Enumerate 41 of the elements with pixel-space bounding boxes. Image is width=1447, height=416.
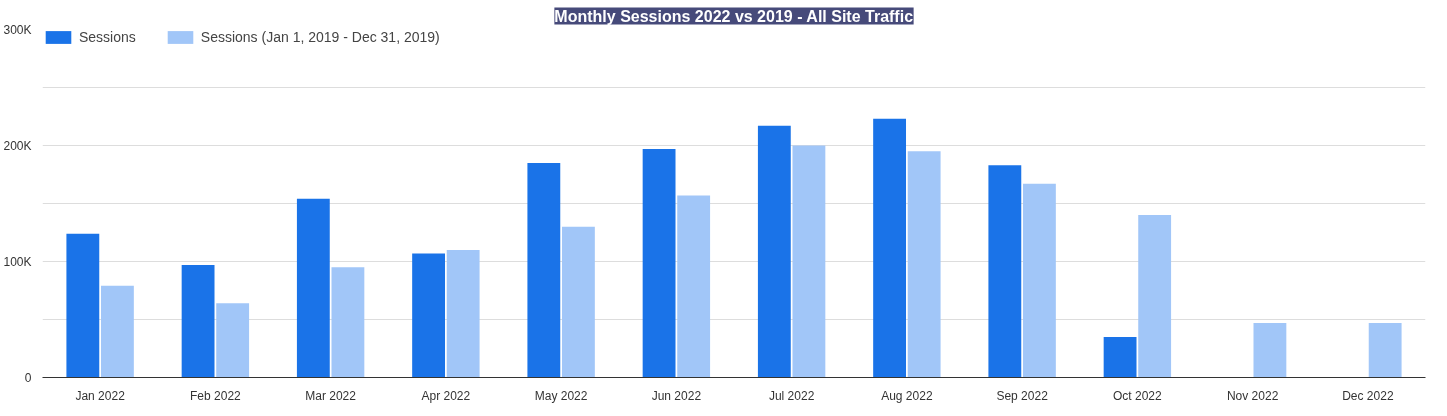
x-tick-label: May 2022 [534, 388, 588, 403]
x-tick-label: Jun 2022 [651, 388, 702, 403]
x-tick-label: Aug 2022 [881, 388, 933, 403]
x-tick-label: Jan 2022 [75, 388, 126, 403]
x-tick-label: Nov 2022 [1226, 388, 1279, 403]
bar [331, 267, 365, 378]
bar [757, 125, 791, 378]
chart-title: Monthly Sessions 2022 vs 2019 - All Site Traffic [554, 7, 914, 25]
bar [100, 285, 134, 378]
y-tick-label: 0 [24, 370, 32, 385]
bar [1022, 183, 1056, 378]
bar [988, 165, 1022, 378]
x-tick-label: Jul 2022 [768, 388, 815, 403]
x-tick-label: Dec 2022 [1342, 388, 1394, 403]
bar [446, 249, 480, 378]
bar [412, 253, 446, 378]
bar [181, 264, 215, 378]
x-tick-label: Oct 2022 [1113, 388, 1163, 403]
bar [1138, 215, 1172, 378]
bar [1103, 336, 1137, 378]
bar [907, 151, 941, 378]
y-tick-label: 200K [3, 138, 32, 153]
x-tick-label: Sep 2022 [996, 388, 1049, 403]
bar [1253, 322, 1287, 378]
bar [1368, 322, 1402, 378]
y-tick-label: 100K [3, 254, 32, 269]
bar [873, 118, 907, 378]
bar [527, 162, 561, 378]
x-tick-label: Mar 2022 [305, 388, 357, 403]
bar [66, 233, 100, 378]
bar [642, 148, 676, 378]
x-tick-label: Feb 2022 [190, 388, 242, 403]
bar [561, 226, 595, 378]
bar [677, 195, 711, 378]
bar [792, 145, 826, 378]
x-tick-label: Apr 2022 [421, 388, 471, 403]
y-tick-label: 300K [3, 22, 32, 37]
legend-label: Sessions [79, 29, 136, 45]
legend-label: Sessions (Jan 1, 2019 - Dec 31, 2019) [200, 29, 440, 45]
bar [296, 198, 330, 378]
bar [216, 303, 250, 378]
